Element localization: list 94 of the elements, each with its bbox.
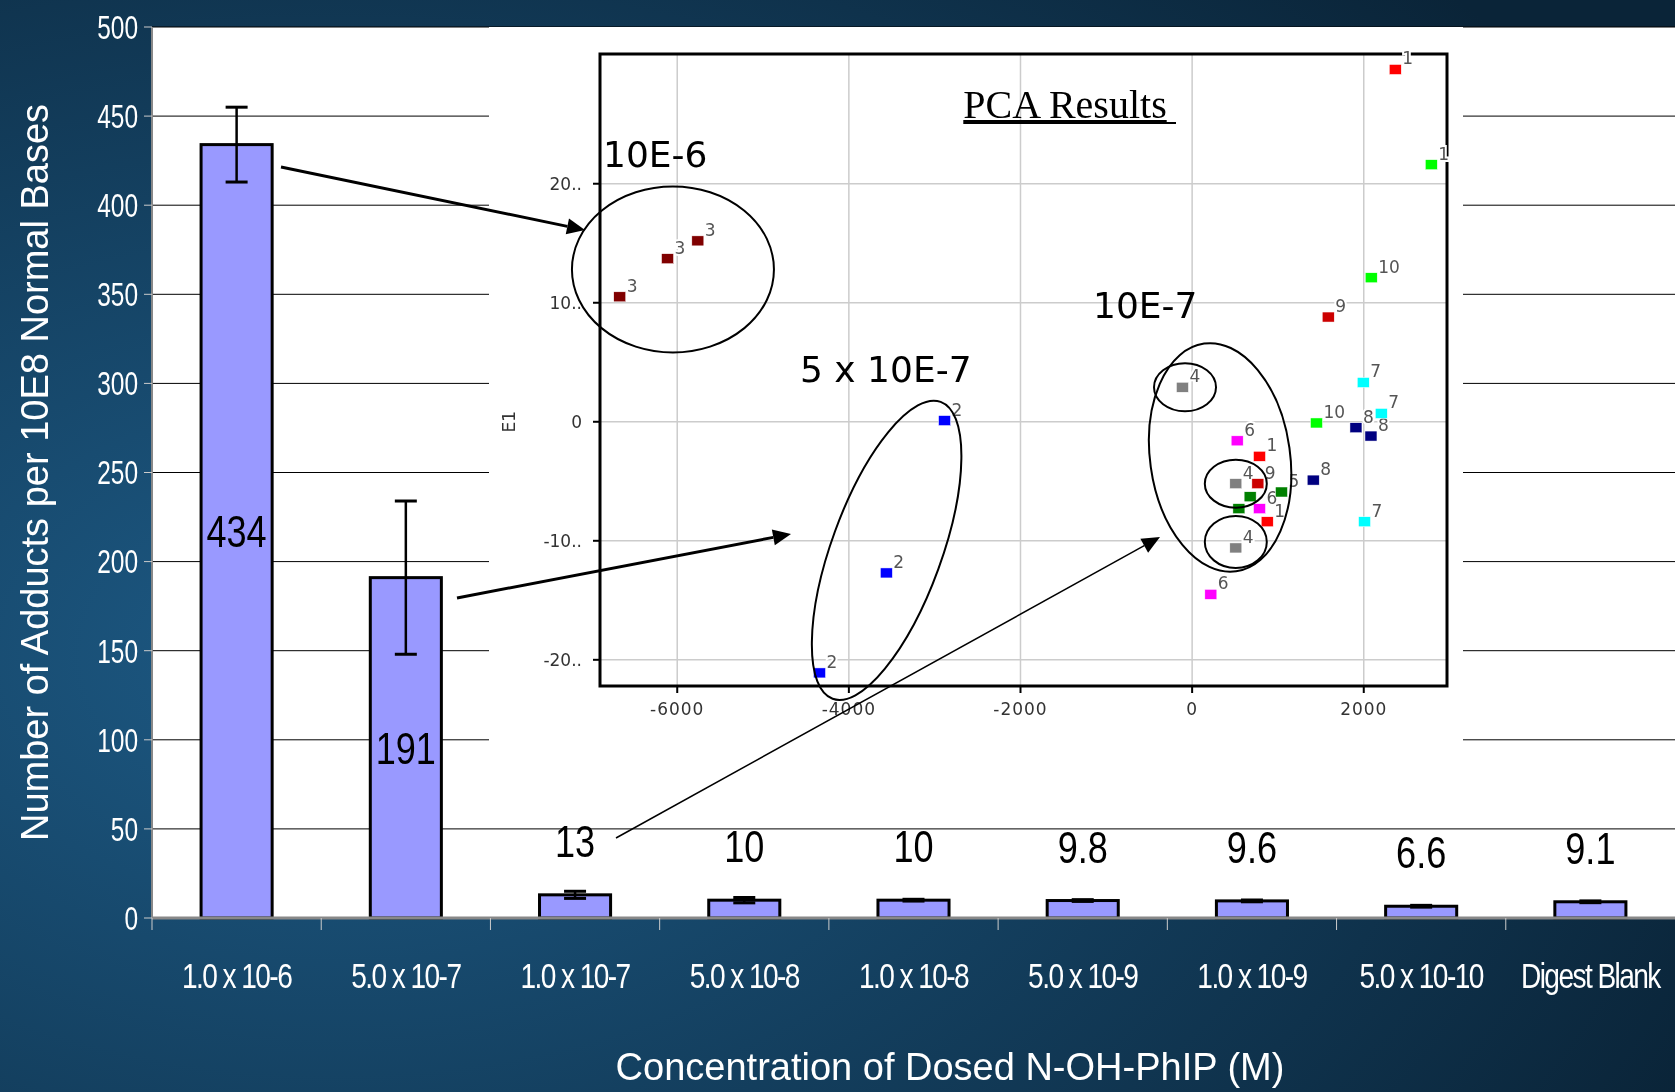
annotation: 10E-6 — [603, 134, 708, 175]
point — [1176, 382, 1189, 393]
point — [1253, 451, 1266, 462]
y-tick-label: 250 — [97, 453, 138, 492]
y-tick-label: 0 — [124, 898, 138, 937]
x-tick-label: 1.0 x 10-9 — [1197, 955, 1308, 996]
annotation: 3 — [674, 237, 686, 258]
annotation: 3 — [704, 219, 716, 240]
point — [1229, 478, 1243, 489]
annotation: 1 — [1266, 435, 1278, 456]
annotation: 8 — [1377, 415, 1389, 436]
annotation: 10 — [1323, 401, 1346, 422]
point — [1204, 589, 1218, 600]
y-tick-label: 450 — [97, 97, 138, 135]
point — [938, 415, 951, 426]
x-tick-label: 5.0 x 10-9 — [1028, 955, 1139, 996]
x-tick-label: 5.0 x 10-10 — [1359, 955, 1484, 996]
point — [1310, 417, 1323, 429]
data-label: 13 — [554, 817, 596, 867]
y-tick-label: -10.. — [543, 530, 582, 551]
x-tick-label: 5.0 x 10-8 — [689, 955, 800, 996]
point — [691, 235, 705, 247]
point — [1321, 311, 1335, 323]
data-label: 9.6 — [1226, 823, 1278, 873]
y-tick-label: 400 — [97, 186, 138, 224]
annotation: 6 — [1244, 419, 1256, 440]
point — [1425, 159, 1438, 170]
y-axis-title: Number of Adducts per 10E8 Normal Bases — [14, 103, 56, 842]
point — [661, 253, 674, 264]
point — [1356, 377, 1370, 388]
annotation: 8 — [1362, 406, 1374, 427]
annotation: 10 — [1378, 256, 1400, 277]
x-tick-label: -6000 — [650, 699, 705, 719]
annotation: 3 — [626, 275, 638, 296]
annotation: 7 — [1371, 500, 1383, 521]
y-tick-label: 20.. — [549, 173, 582, 194]
y-axis-title: E1 — [499, 410, 519, 433]
y-tick-label: 10.. — [549, 292, 582, 313]
point — [1389, 64, 1402, 75]
point — [1229, 542, 1243, 554]
annotation: 4 — [1242, 462, 1254, 483]
annotation: 10E-7 — [1093, 285, 1198, 326]
data-label: 9.1 — [1565, 824, 1616, 874]
point — [613, 291, 626, 303]
y-tick-label: 300 — [97, 364, 138, 403]
point — [1306, 474, 1320, 486]
annotation: 2 — [893, 551, 905, 572]
data-label: 191 — [375, 724, 436, 774]
x-tick-label: 0 — [1186, 699, 1199, 719]
y-tick-label: 0 — [571, 411, 582, 432]
x-axis-title: Concentration of Dosed N-OH-PhIP (M) — [615, 1046, 1285, 1088]
x-tick-label: 5.0 x 10-7 — [351, 955, 462, 996]
y-tick-label: 50 — [110, 809, 138, 848]
y-tick-label: -20.. — [543, 649, 582, 670]
y-tick-label: 100 — [97, 720, 138, 759]
annotation: 8 — [1320, 459, 1332, 480]
data-label: 10 — [724, 822, 765, 873]
point — [1251, 478, 1265, 489]
point — [1253, 503, 1266, 514]
point — [1349, 422, 1363, 433]
annotation: 6 — [1217, 573, 1229, 594]
x-tick-label: 2000 — [1340, 699, 1388, 719]
point — [1275, 486, 1288, 498]
data-label: 9.8 — [1057, 823, 1108, 873]
x-tick-label: -2000 — [993, 699, 1048, 719]
y-tick-label: 150 — [97, 631, 138, 670]
data-label: 10 — [893, 822, 934, 873]
annotation: 4 — [1189, 366, 1201, 387]
annotation: 4 — [1242, 526, 1254, 547]
annotation: 5 x 10E-7 — [800, 349, 972, 390]
x-tick-label: 1.0 x 10-7 — [520, 955, 631, 996]
x-tick-label: 1.0 x 10-6 — [182, 955, 292, 996]
y-tick-label: 500 — [97, 7, 138, 46]
point — [1230, 435, 1244, 447]
point — [1358, 516, 1371, 527]
annotation: 9 — [1264, 462, 1276, 483]
annotation: 9 — [1335, 296, 1347, 317]
x-tick-label: Digest Blank — [1520, 955, 1663, 996]
annotation: 2 — [826, 651, 838, 672]
point — [1375, 408, 1388, 419]
point — [880, 567, 893, 579]
bar — [538, 893, 613, 920]
annotation: 7 — [1370, 361, 1382, 382]
text: PCA Results — [963, 82, 1167, 127]
point — [1260, 516, 1274, 527]
data-label: 6.6 — [1396, 828, 1447, 879]
data-label: 434 — [206, 507, 267, 558]
point — [1364, 430, 1378, 442]
point — [1243, 491, 1257, 503]
annotation: 7 — [1388, 392, 1400, 413]
y-tick-label: 350 — [97, 275, 138, 314]
x-tick-label: 1.0 x 10-8 — [858, 955, 969, 996]
y-tick-label: 200 — [97, 542, 138, 581]
point — [1364, 272, 1378, 284]
